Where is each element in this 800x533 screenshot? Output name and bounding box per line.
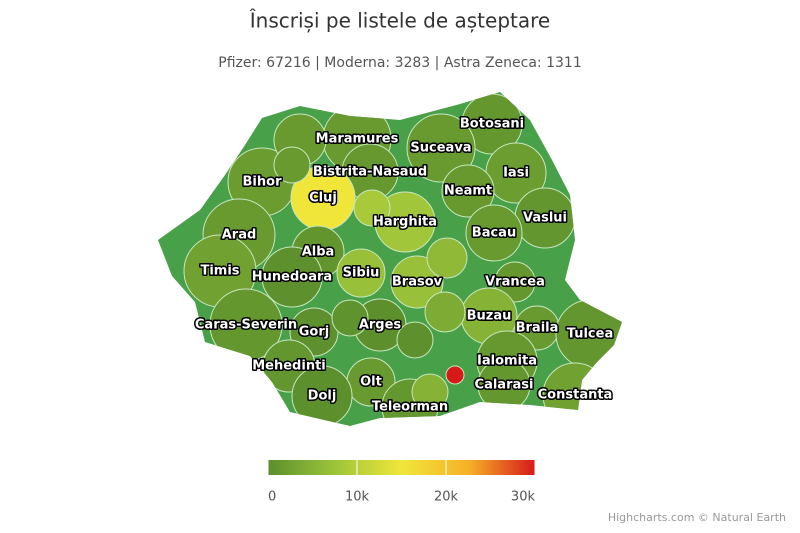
regions bbox=[183, 93, 622, 426]
region bbox=[331, 299, 369, 337]
color-bar bbox=[268, 460, 535, 475]
region-label: Iasi bbox=[503, 166, 529, 181]
region-label: Vrancea bbox=[485, 275, 545, 290]
region-label: Constanta bbox=[538, 388, 613, 403]
color-tick-label: 10k bbox=[345, 490, 370, 505]
region-label: Braila bbox=[516, 321, 559, 336]
region-label: Bihor bbox=[243, 175, 283, 190]
region-label: Bacau bbox=[472, 226, 516, 241]
region-label: Vaslui bbox=[523, 211, 567, 226]
region-label: Botosani bbox=[460, 117, 524, 132]
region-label: Arad bbox=[222, 228, 257, 243]
region-label: Brasov bbox=[392, 275, 443, 290]
region bbox=[465, 204, 523, 262]
region-label: Bistrita-Nasaud bbox=[313, 165, 427, 180]
region bbox=[426, 237, 468, 279]
region-label: Maramures bbox=[316, 132, 399, 147]
region-label: Calarasi bbox=[475, 378, 534, 393]
region bbox=[424, 291, 466, 333]
region-label: Teleorman bbox=[372, 400, 448, 415]
region-label: Timis bbox=[200, 264, 239, 279]
region bbox=[406, 113, 476, 183]
title: Înscriși pe listele de așteptare bbox=[249, 9, 550, 33]
region-label: Dolj bbox=[308, 389, 337, 404]
region-label: Ialomita bbox=[477, 354, 537, 369]
region-label: Caras-Severin bbox=[195, 318, 297, 333]
color-axis: 0 10k 20k 30k bbox=[267, 460, 536, 505]
region-label: Sibiu bbox=[343, 266, 380, 281]
region bbox=[445, 365, 465, 385]
region bbox=[396, 321, 434, 359]
region-label: Alba bbox=[302, 245, 335, 260]
region bbox=[273, 146, 311, 184]
color-tick-label: 30k bbox=[511, 490, 536, 505]
region bbox=[494, 261, 536, 303]
region bbox=[353, 189, 391, 227]
region bbox=[411, 373, 449, 411]
region-label: Harghita bbox=[373, 215, 437, 230]
credits: Highcharts.com © Natural Earth bbox=[608, 511, 786, 524]
region-label: Buzau bbox=[467, 309, 512, 324]
region-label: Neamt bbox=[444, 184, 492, 199]
region-label: Mehedinti bbox=[252, 359, 326, 374]
region-label: Tulcea bbox=[567, 327, 613, 342]
region-label: Hunedoara bbox=[252, 270, 332, 285]
subtitle: Pfizer: 67216 | Moderna: 3283 | Astra Ze… bbox=[218, 55, 581, 71]
region bbox=[261, 246, 323, 308]
region-label: Gorj bbox=[299, 325, 329, 340]
region bbox=[291, 365, 353, 426]
color-tick-label: 20k bbox=[434, 490, 459, 505]
region-labels: Maramures Botosani Suceava Bistrita-Nasaud I… bbox=[193, 115, 614, 416]
region-label: Suceava bbox=[410, 141, 471, 156]
region bbox=[336, 248, 386, 298]
region-label: Cluj bbox=[309, 191, 337, 206]
color-tick-label: 0 bbox=[268, 490, 276, 505]
region-label: Olt bbox=[360, 375, 382, 390]
region bbox=[441, 164, 495, 218]
region-label: Arges bbox=[359, 318, 402, 333]
